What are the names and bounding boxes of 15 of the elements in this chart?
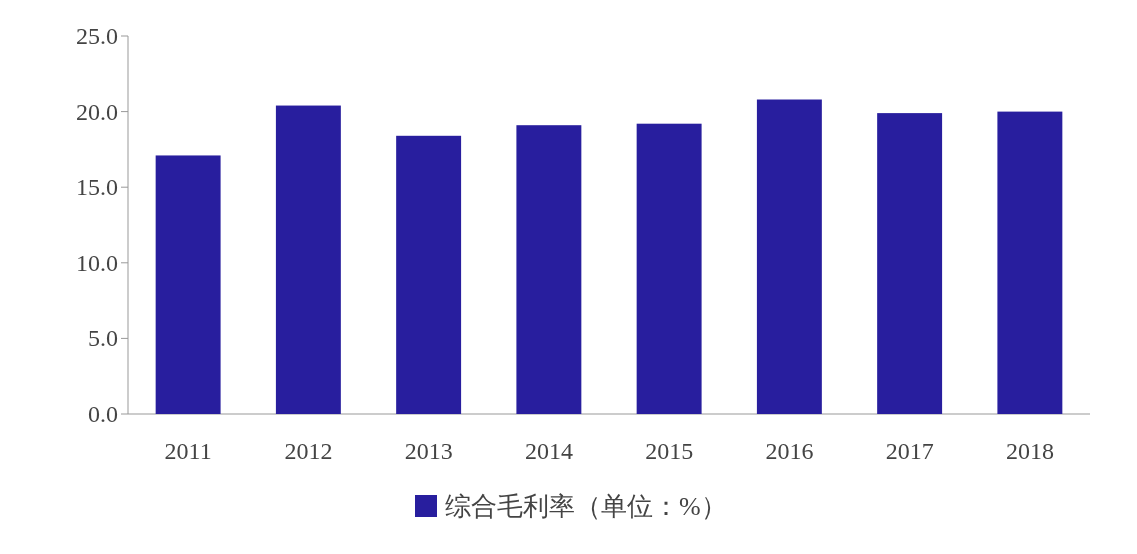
x-tick-label: 2013 [404,438,453,464]
x-tick-label: 2015 [645,438,694,464]
x-tick-label: 2018 [1005,438,1054,464]
y-tick-label: 15.0 [76,174,118,201]
x-tick-label: 2011 [164,438,212,464]
x-tick-label: 2012 [284,438,333,464]
x-tick-label: 2016 [765,438,814,464]
y-tick-label: 25.0 [76,23,118,49]
x-tick-label: 2014 [524,438,573,464]
x-tick-label: 2017 [885,438,934,464]
y-tick-label: 0.0 [88,401,118,427]
y-tick-label: 20.0 [76,98,118,125]
legend-label: 综合毛利率（单位：%） [445,492,727,521]
y-tick-label: 10.0 [76,249,118,276]
y-tick-label: 5.0 [88,325,118,352]
